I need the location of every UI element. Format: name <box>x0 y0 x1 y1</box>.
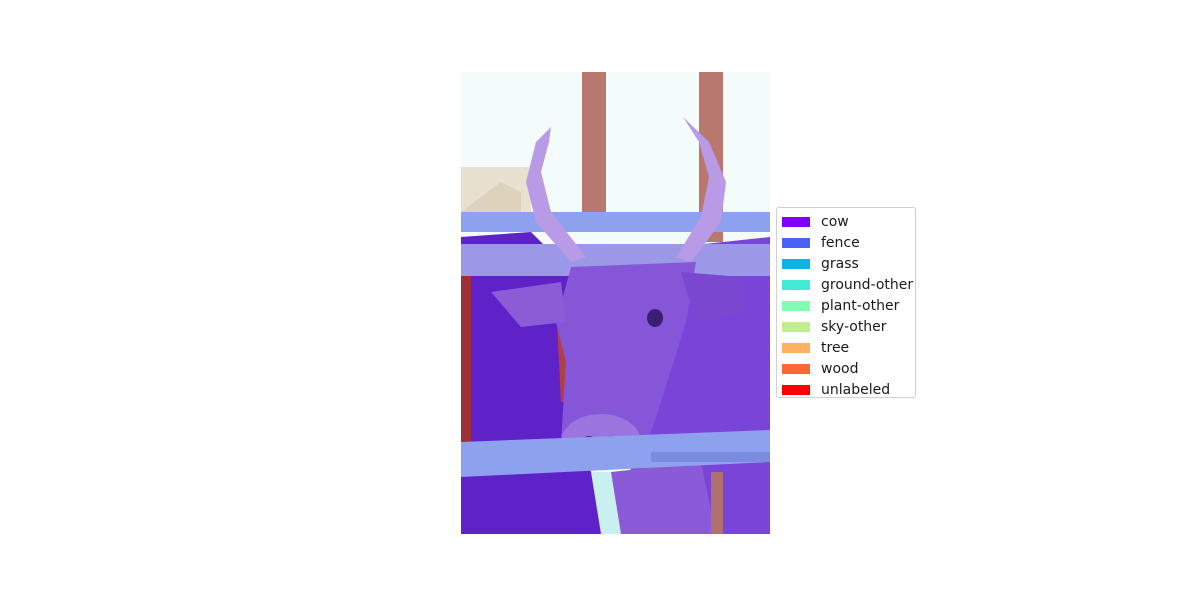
legend-swatch <box>782 384 810 395</box>
legend-swatch <box>782 258 810 269</box>
legend-item-plant-other: plant-other <box>782 295 915 316</box>
segmented-cow-photo <box>461 72 770 534</box>
cow-ear-left <box>491 282 566 327</box>
legend-swatch <box>782 279 810 290</box>
legend-swatch <box>782 237 810 248</box>
legend-item-sky-other: sky-other <box>782 316 915 337</box>
legend-item-wood: wood <box>782 358 915 379</box>
legend-item-fence: fence <box>782 232 915 253</box>
legend-label: ground-other <box>821 276 914 293</box>
legend-label: grass <box>821 255 859 272</box>
legend-item-ground-other: ground-other <box>782 274 915 295</box>
wood-post-left <box>582 72 606 232</box>
cow-horn-left <box>526 127 586 262</box>
legend-label: cow <box>821 213 849 230</box>
legend-item-grass: grass <box>782 253 915 274</box>
legend-label: unlabeled <box>821 381 891 398</box>
legend-label: sky-other <box>821 318 887 335</box>
legend-label: tree <box>821 339 850 356</box>
legend-item-tree: tree <box>782 337 915 358</box>
legend-label: fence <box>821 234 860 251</box>
legend-label: wood <box>821 360 859 377</box>
fence-rail-top <box>461 212 770 232</box>
legend-swatch <box>782 300 810 311</box>
legend: cow fence grass ground-other plant-other… <box>776 207 916 398</box>
legend-label: plant-other <box>821 297 900 314</box>
legend-swatch <box>782 321 810 332</box>
legend-item-unlabeled: unlabeled <box>782 379 915 400</box>
legend-item-cow: cow <box>782 211 915 232</box>
legend-swatch <box>782 363 810 374</box>
fence-rail-bottom <box>461 430 770 477</box>
legend-swatch <box>782 342 810 353</box>
unlabeled-region <box>461 272 471 452</box>
legend-swatch <box>782 216 810 227</box>
cow-ear-right <box>681 272 746 322</box>
cow-horn-right <box>676 117 726 262</box>
